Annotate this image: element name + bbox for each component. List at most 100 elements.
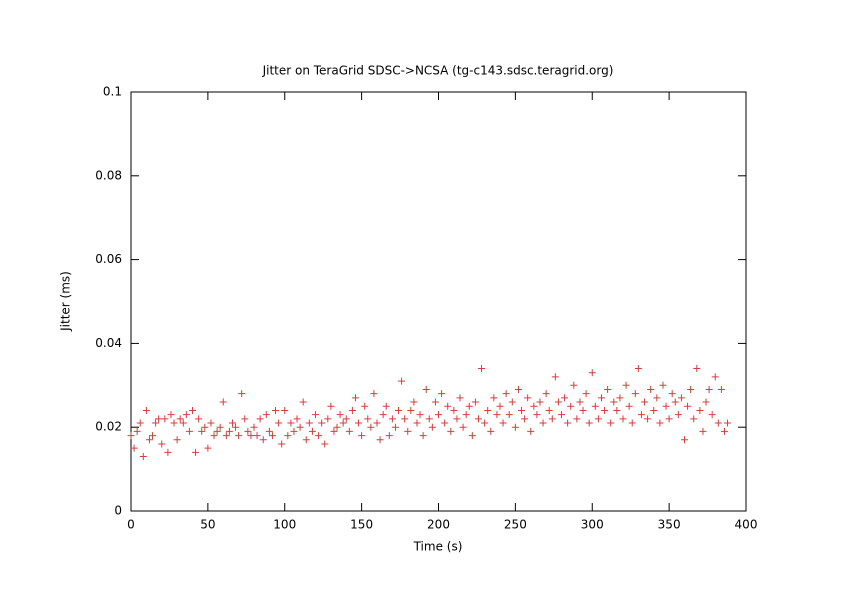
point xyxy=(152,419,160,427)
point xyxy=(170,419,178,427)
point xyxy=(505,411,513,419)
point xyxy=(591,402,599,410)
point xyxy=(235,432,243,440)
y-tick-label: 0.08 xyxy=(95,168,122,182)
point xyxy=(250,423,258,431)
point xyxy=(499,419,507,427)
point xyxy=(656,419,664,427)
chart-title: Jitter on TeraGrid SDSC->NCSA (tg-c143.s… xyxy=(262,64,614,78)
point xyxy=(222,432,230,440)
x-tick-label: 300 xyxy=(581,518,604,532)
point xyxy=(588,369,596,377)
y-tick-label: 0.06 xyxy=(95,252,122,266)
point xyxy=(385,432,393,440)
point xyxy=(539,419,547,427)
point xyxy=(333,423,341,431)
point xyxy=(671,398,679,406)
point xyxy=(487,427,495,435)
point xyxy=(631,390,639,398)
x-tick-label: 0 xyxy=(127,518,135,532)
point xyxy=(296,423,304,431)
point xyxy=(176,415,184,423)
point xyxy=(130,444,138,452)
point xyxy=(634,365,642,373)
x-axis-label: Time (s) xyxy=(413,540,463,554)
point xyxy=(681,436,688,444)
point xyxy=(508,398,516,406)
point xyxy=(419,432,427,440)
point xyxy=(136,419,144,427)
point xyxy=(610,398,618,406)
point xyxy=(355,419,363,427)
point xyxy=(428,423,436,431)
plot-frame xyxy=(130,91,747,512)
point xyxy=(308,427,316,435)
point xyxy=(462,411,470,419)
point xyxy=(724,419,732,427)
point xyxy=(275,419,283,427)
point xyxy=(302,436,310,444)
point xyxy=(481,419,489,427)
point xyxy=(410,398,418,406)
point xyxy=(358,432,366,440)
point xyxy=(404,427,412,435)
point xyxy=(435,411,442,419)
point xyxy=(364,415,372,423)
point xyxy=(179,419,187,427)
point xyxy=(644,415,652,423)
point xyxy=(324,415,332,423)
point xyxy=(705,385,713,393)
point xyxy=(521,415,529,423)
point xyxy=(474,415,482,423)
y-axis-label: Jitter (ms) xyxy=(59,271,73,332)
point xyxy=(232,423,240,431)
point xyxy=(628,419,636,427)
point xyxy=(336,411,344,419)
point xyxy=(290,427,298,435)
point xyxy=(312,411,319,419)
point xyxy=(155,415,163,423)
point xyxy=(192,448,200,456)
point xyxy=(714,419,722,427)
point xyxy=(585,419,593,427)
point xyxy=(321,440,329,448)
point xyxy=(447,427,455,435)
point xyxy=(330,427,338,435)
point xyxy=(268,432,276,440)
point xyxy=(471,398,479,406)
point xyxy=(367,423,375,431)
point xyxy=(711,373,719,381)
point xyxy=(241,415,249,423)
point xyxy=(149,432,157,440)
point xyxy=(533,411,541,419)
x-tick-label: 350 xyxy=(658,518,681,532)
point xyxy=(315,432,323,440)
point xyxy=(133,427,141,435)
point xyxy=(545,406,553,414)
point xyxy=(597,394,605,402)
point xyxy=(210,432,218,440)
point xyxy=(582,390,590,398)
point xyxy=(551,373,559,381)
point xyxy=(262,411,270,419)
point xyxy=(502,390,510,398)
point xyxy=(351,394,359,402)
point xyxy=(185,427,193,435)
point xyxy=(173,436,181,444)
point xyxy=(561,394,569,402)
point xyxy=(444,402,452,410)
point xyxy=(708,411,716,419)
point xyxy=(493,411,501,419)
point xyxy=(687,385,695,393)
point xyxy=(607,419,615,427)
point xyxy=(127,432,135,440)
point xyxy=(413,419,421,427)
point xyxy=(468,432,476,440)
point xyxy=(536,398,544,406)
point xyxy=(690,415,698,423)
point xyxy=(453,415,461,423)
point xyxy=(281,406,289,414)
point xyxy=(641,398,649,406)
